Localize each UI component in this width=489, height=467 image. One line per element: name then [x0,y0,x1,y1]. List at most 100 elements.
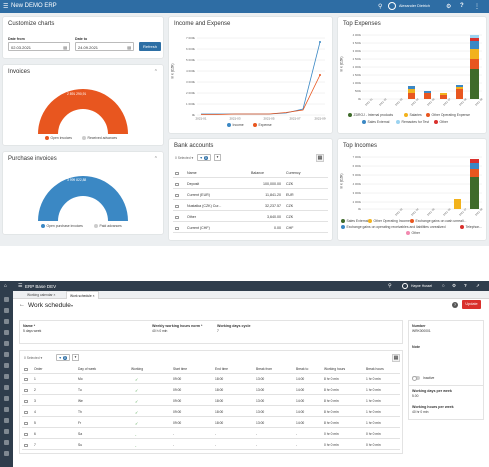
title-dropdown-icon[interactable]: ▾ [71,303,74,308]
settings-icon[interactable]: ⚙ [452,282,457,288]
cycle-field[interactable]: 7 [217,329,219,333]
row-checkbox[interactable] [175,182,179,187]
table-row[interactable]: 6 Sa - - - - 0 hr 0 min 0 hr 0 min - [22,430,400,439]
table-row[interactable]: Deposit 100,000.00 CZK [173,180,328,189]
row-checkbox[interactable] [24,399,28,404]
avatar[interactable] [388,2,396,10]
sidebar-icon[interactable] [4,374,9,379]
table-row[interactable]: Nustatka (CZK) Cur... 32,237.57 CZK [173,202,328,211]
back-arrow-icon[interactable]: ← [19,302,25,308]
row-day: We [78,399,83,404]
sidebar-icon[interactable] [4,319,9,324]
table-row[interactable]: 1 Mo 09:00 18:00 13:00 14:00 8 hr 0 min 1 hr 0 … [22,375,400,384]
grid-settings-icon[interactable]: ▦ [392,354,400,362]
grid-settings-icon[interactable]: ▦ [316,154,324,162]
calendar-icon[interactable]: ▤ [127,44,131,50]
help-icon[interactable]: ? [464,282,467,288]
row-checkbox[interactable] [24,443,28,448]
svg-text:2021-03: 2021-03 [394,97,404,107]
search-icon[interactable]: ⚲ [388,282,392,289]
header-currency[interactable]: Currency [286,171,301,176]
row-checkbox[interactable] [175,204,179,209]
row-break-to: 14:00 [296,410,305,415]
bank-accounts-title: Bank accounts [174,143,214,149]
row-checkbox[interactable] [175,226,179,231]
erp-user-name[interactable]: Hayne Hussel [411,284,433,288]
sidebar-icon[interactable] [4,440,9,445]
table-row[interactable]: 4 Th 09:00 18:00 13:00 14:00 8 hr 0 min 1 hr 0 … [22,408,400,417]
date-from-input[interactable]: 02.03.2021 ▤ [8,42,70,51]
name-field[interactable]: 5 days week [23,329,42,333]
sidebar-icon[interactable] [4,308,9,313]
sidebar-icon[interactable] [4,363,9,368]
search-icon[interactable]: ⚲ [378,3,383,10]
select-all-checkbox[interactable] [24,367,28,372]
row-checkbox[interactable] [24,410,28,415]
refresh-button[interactable]: Refresh [139,42,161,51]
row-order: 7 [34,443,36,448]
date-to-input[interactable]: 24.09.2021 ▤ [75,42,134,51]
sidebar-icon[interactable] [4,385,9,390]
more-icon[interactable]: ⋮ [474,3,480,10]
sidebar-icon[interactable] [4,341,9,346]
row-order: 1 [34,377,36,382]
calendar-icon[interactable]: ▤ [63,44,67,50]
header-name[interactable]: Name [187,171,197,176]
sidebar-icon[interactable] [4,396,9,401]
purchase-legend-paid: Paid advances [94,224,122,229]
row-checkbox[interactable] [175,215,179,220]
menu-icon[interactable]: ☰ [3,3,9,10]
table-row[interactable]: 3 We 09:00 18:00 13:00 14:00 8 hr 0 min 1 hr 0 … [22,397,400,406]
check-icon: ✓ [135,410,139,415]
tab-work-schedule[interactable]: Work schedule × [66,291,99,299]
table-row[interactable]: Current (EUR) 11,841.20 EUR [173,191,328,200]
row-checkbox[interactable] [24,432,28,437]
table-row[interactable]: Current (CHF) 0.00 CHF [173,224,328,233]
chevron-up-icon[interactable]: ⌃ [153,69,158,75]
sidebar-icon[interactable] [4,451,9,456]
update-button[interactable]: Update [462,300,481,309]
row-order: 6 [34,432,36,437]
grid-more-button[interactable]: ▾ [72,354,79,361]
hours-norm-field[interactable]: 40 h 0 min [152,329,168,333]
bank-selected-dropdown[interactable]: 0 Selected ▾ [175,156,194,160]
table-row[interactable]: 2 Tu 09:00 18:00 13:00 14:00 8 hr 0 min 1 hr 0 … [22,386,400,395]
grid-selected-dropdown[interactable]: 0 Selected ▾ [24,356,43,360]
svg-text:3 000k: 3 000k [186,80,196,84]
select-all-checkbox[interactable] [175,171,179,176]
help-icon[interactable]: ? [460,2,464,9]
chevron-up-icon[interactable]: ⌃ [153,156,158,162]
table-row[interactable]: Other 3,640.00 CZK [173,213,328,222]
row-checkbox[interactable] [175,193,179,198]
sidebar-icon[interactable] [4,297,9,302]
row-checkbox[interactable] [24,388,28,393]
home-icon[interactable]: ⌂ [4,282,8,289]
table-row[interactable]: 7 Su - - - - 0 hr 0 min 0 hr 0 min - [22,441,400,450]
header-balance[interactable]: Balance [251,171,264,176]
sidebar-icon[interactable] [4,352,9,357]
sidebar-icon[interactable] [4,407,9,412]
lock-icon[interactable]: ○ [442,282,445,288]
avatar[interactable] [402,283,408,289]
row-checkbox[interactable] [24,421,28,426]
sidebar-icon[interactable] [4,418,9,423]
help-circle-icon[interactable]: ? [452,302,458,308]
user-name[interactable]: Alexander Dietrich [399,4,431,8]
inactive-toggle[interactable] [412,375,420,381]
bank-more-button[interactable]: ▾ [214,154,221,161]
table-row[interactable]: 5 Fr 09:00 18:00 13:00 14:00 8 hr 0 min 1 hr 0 … [22,419,400,428]
settings-icon[interactable]: ⚙ [446,3,452,10]
bank-filter-button[interactable]: ▼ 0 [197,154,211,161]
grid-filter-button[interactable]: ▼ 0 [56,354,70,361]
hours-per-week-label: Working hours per week [412,405,454,409]
pin-icon[interactable]: ➚ [476,282,480,288]
sidebar-icon[interactable] [4,330,9,335]
sidebar-icon[interactable] [4,429,9,434]
expenses-legend-item: Remaotes for Test [396,120,429,125]
tab-working-calendar[interactable]: Working calendar × [27,292,56,297]
row-end-time: - [215,443,217,448]
purchase-gauge-value: 3 999 822,88 [67,178,87,182]
cycle-label: Working days cycle [217,324,251,328]
menu-icon[interactable]: ☰ [18,282,23,289]
row-checkbox[interactable] [24,377,28,382]
